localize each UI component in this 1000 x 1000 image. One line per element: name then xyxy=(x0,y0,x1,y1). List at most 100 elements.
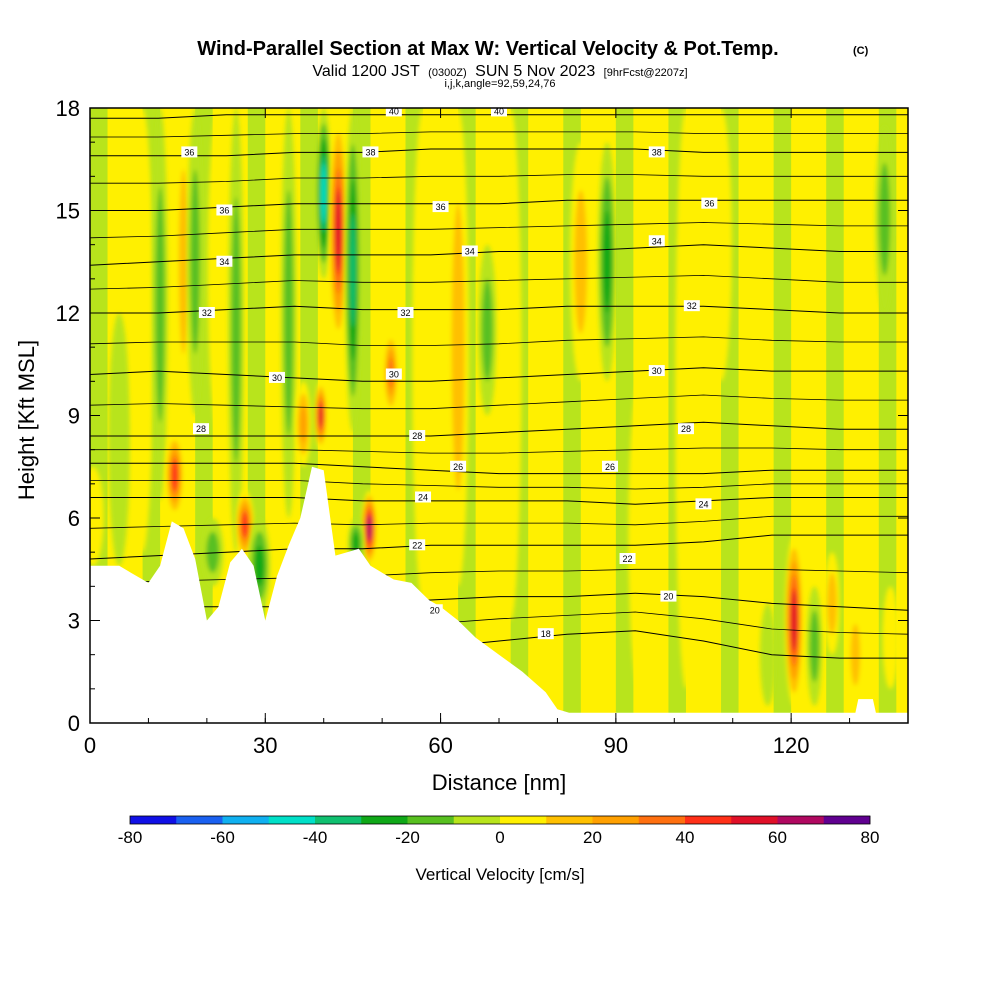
isentrope-label: 28 xyxy=(409,430,426,441)
isentrope-intermediate xyxy=(90,336,908,346)
velocity-cell xyxy=(335,190,342,272)
velocity-feature xyxy=(570,142,592,382)
isentrope-label: 24 xyxy=(415,491,432,503)
velocity-cell xyxy=(254,545,265,587)
isentrope-label-text: 32 xyxy=(401,308,411,318)
isentrope-theta-22 xyxy=(90,534,908,560)
terrain-fill xyxy=(90,466,908,723)
isentrope-label: 34 xyxy=(216,255,233,267)
velocity-feature xyxy=(314,381,328,450)
velocity-feature xyxy=(784,535,804,706)
isentrope-label: 32 xyxy=(198,307,215,318)
colorbar-swatch xyxy=(685,816,732,824)
velocity-field-features xyxy=(90,108,899,706)
isentrope-label-text: 38 xyxy=(365,147,375,157)
plot-area: 36 36 34 32 30 28 40 40 38 38 36 36 34 34 32 32 30 30 28 28… xyxy=(90,108,908,723)
isentrope-label-text: 30 xyxy=(272,373,282,383)
isentrope-label: 36 xyxy=(216,204,233,216)
velocity-feature xyxy=(875,125,894,313)
isentrope-label-bg xyxy=(385,108,402,117)
y-axis-title: Height [Kft MSL] xyxy=(14,340,39,500)
isentrope-label-text: 26 xyxy=(605,462,615,472)
isentrope-label-bg xyxy=(537,628,554,640)
isentrope-label-text: 30 xyxy=(389,370,399,380)
velocity-feature xyxy=(228,108,244,553)
chart-subtitle-indices: i,j,k,angle=92,59,24,76 xyxy=(444,78,555,90)
isentrope-label-bg xyxy=(268,371,285,383)
velocity-feature xyxy=(207,108,230,433)
velocity-feature xyxy=(329,114,348,348)
velocity-feature xyxy=(90,466,104,566)
isentrope-labels: 36 36 34 32 30 28 40 40 38 38 36 36 34 34 32 32 30 30 28 28… xyxy=(181,108,718,640)
velocity-cell xyxy=(207,108,230,433)
colorbar-swatch xyxy=(453,816,501,824)
velocity-cell xyxy=(791,590,797,651)
velocity-feature xyxy=(412,108,434,604)
isentrope-label-text: 18 xyxy=(541,629,551,639)
isentrope-label: 36 xyxy=(701,197,718,209)
velocity-feature xyxy=(201,518,224,587)
isentrope-label-bg xyxy=(409,430,426,441)
field-band xyxy=(861,108,880,723)
colorbar: -80 -60 -40 -20 0 20 40 60 80 xyxy=(118,815,879,847)
isentrope-intermediate xyxy=(90,131,908,138)
x-axis-title: Distance [nm] xyxy=(432,770,567,795)
velocity-cell xyxy=(850,623,861,686)
field-band xyxy=(387,108,407,723)
isentrope-label-bg xyxy=(409,539,426,551)
velocity-feature xyxy=(478,244,497,416)
isentrope-label-bg xyxy=(385,368,402,380)
velocity-feature xyxy=(152,108,168,501)
velocity-cell xyxy=(242,512,248,537)
colorbar-swatch xyxy=(731,816,778,824)
isentrope-theta-38 xyxy=(90,148,908,157)
isentrope-label: 20 xyxy=(426,604,443,616)
isentrope-label-bg xyxy=(415,491,432,503)
x-tick-label: 30 xyxy=(253,733,277,758)
isentrope-label-text: 34 xyxy=(219,257,229,267)
velocity-cell xyxy=(534,449,557,655)
isentrope-label-bg xyxy=(397,307,414,318)
isentrope-label-text: 36 xyxy=(184,147,194,157)
isentrope-label-text: 22 xyxy=(623,554,633,564)
isentrope-label-bg xyxy=(683,300,700,312)
y-tick-label: 0 xyxy=(68,711,80,736)
subtitle-utc: (0300Z) xyxy=(428,67,467,79)
isentrope-label-text: 34 xyxy=(652,236,662,246)
velocity-cell xyxy=(603,210,612,313)
colorbar-title: Vertical Velocity [cm/s] xyxy=(415,865,584,884)
velocity-feature xyxy=(882,586,899,689)
isentrope-label: 36 xyxy=(181,146,198,158)
velocity-feature xyxy=(675,108,697,689)
velocity-feature xyxy=(175,108,192,416)
velocity-feature xyxy=(534,449,557,655)
terrain-mask xyxy=(90,466,908,723)
isentrope-label-text: 26 xyxy=(453,462,463,472)
velocity-feature xyxy=(345,108,361,433)
isentrope-label-bg xyxy=(695,498,712,510)
velocity-cell xyxy=(451,203,465,491)
y-tick-label: 6 xyxy=(68,506,80,531)
isentrope-label-text: 32 xyxy=(202,308,212,318)
velocity-feature xyxy=(280,108,297,518)
colorbar-swatch xyxy=(268,816,316,824)
isentrope-label: 26 xyxy=(602,460,619,472)
velocity-cell xyxy=(481,278,493,382)
isentrope-label: 40 xyxy=(491,108,507,117)
colorbar-swatch xyxy=(638,816,686,824)
velocity-cell xyxy=(206,531,220,573)
velocity-feature xyxy=(597,142,617,382)
colorbar-swatch xyxy=(222,816,270,824)
isentrope-label-bg xyxy=(677,423,694,435)
isentrope-label-bg xyxy=(216,255,233,267)
isentrope-label-text: 24 xyxy=(418,493,428,503)
velocity-cell xyxy=(412,108,434,604)
isentrope-label-bg xyxy=(461,245,478,257)
velocity-cell xyxy=(318,403,323,428)
velocity-cell xyxy=(675,108,697,689)
isentrope-label-text: 20 xyxy=(663,592,673,602)
isentrope-label-bg xyxy=(648,235,665,247)
colorbar-swatch xyxy=(407,816,455,824)
isentrope-label: 22 xyxy=(619,553,636,564)
